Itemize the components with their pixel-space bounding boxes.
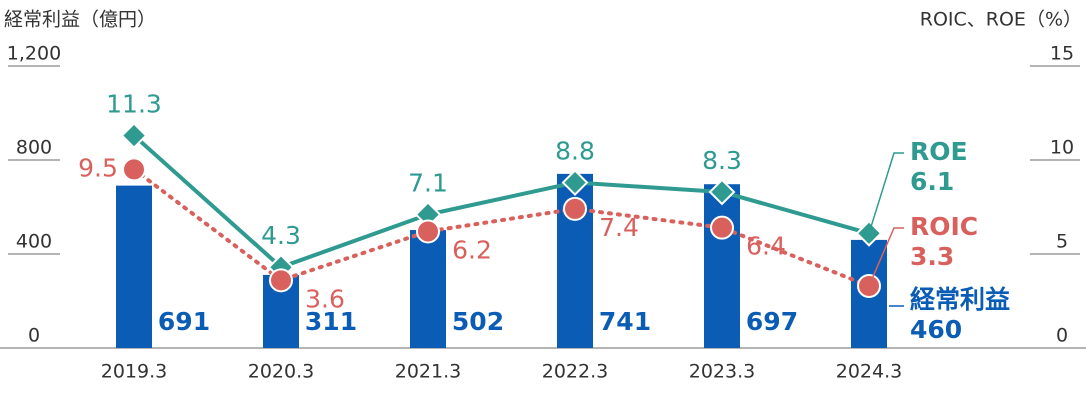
value-label: 697: [746, 307, 798, 336]
x-tick-label: 2022.3: [542, 361, 608, 383]
y2-tick-label: 10: [1050, 137, 1074, 159]
y-tick-label: 800: [16, 137, 52, 159]
legend-label: ROE: [910, 137, 968, 166]
line: [132, 133, 871, 270]
value-label: 691: [158, 307, 210, 336]
value-label: 6.2: [452, 235, 492, 264]
y-tick-label: 1,200: [7, 43, 61, 65]
diamond-marker: [708, 178, 736, 206]
circle-marker: [563, 196, 587, 221]
y2-axis-title: ROIC、ROE（%）: [920, 9, 1082, 31]
leader-line: [868, 152, 904, 234]
circle-marker: [416, 219, 440, 244]
diamond-marker: [120, 122, 148, 149]
legend-label: ROIC: [910, 212, 978, 241]
x-tick-label: 2024.3: [836, 361, 902, 383]
value-label: 3.6: [305, 284, 345, 313]
line: [132, 167, 871, 288]
end-value-label: 6.1: [910, 167, 954, 196]
bar: [410, 230, 446, 348]
value-label: 502: [452, 307, 504, 336]
x-tick-label: 2021.3: [395, 361, 461, 383]
y2-tick-label: 15: [1050, 43, 1074, 65]
value-label: 8.8: [555, 137, 595, 166]
value-label: 4.3: [261, 221, 301, 250]
circle-marker: [269, 268, 293, 293]
y2-tick-label: 5: [1056, 231, 1068, 253]
diamond-marker: [561, 169, 589, 196]
value-label: 6.4: [746, 232, 786, 261]
y2-tick-label: 0: [1056, 325, 1068, 347]
value-label: 8.3: [702, 146, 742, 175]
value-label: 741: [599, 307, 651, 336]
value-label: 7.1: [408, 169, 448, 198]
circle-marker: [122, 157, 146, 182]
y-axis-title: 経常利益（億円）: [4, 9, 156, 31]
bar: [116, 185, 152, 348]
value-label: 11.3: [106, 90, 162, 119]
value-label: 9.5: [78, 153, 118, 182]
value-label: 7.4: [599, 213, 639, 242]
circle-marker: [710, 215, 734, 240]
value-label: 311: [305, 307, 357, 336]
legend-label: 経常利益: [910, 285, 1010, 314]
bar: [704, 184, 740, 348]
x-tick-label: 2019.3: [101, 361, 167, 383]
x-tick-label: 2020.3: [248, 361, 314, 383]
x-tick-label: 2023.3: [689, 361, 755, 383]
y-tick-label: 400: [16, 231, 52, 253]
end-value-label: 3.3: [910, 242, 954, 271]
y-tick-label: 0: [28, 325, 40, 347]
end-value-label: 460: [910, 315, 962, 344]
leader-line: [868, 227, 904, 287]
